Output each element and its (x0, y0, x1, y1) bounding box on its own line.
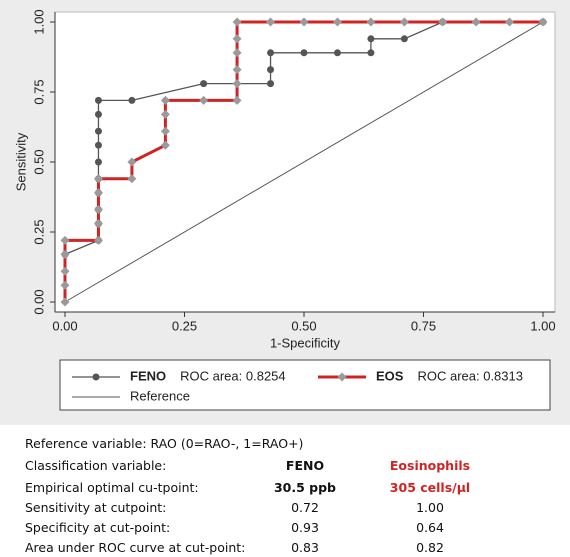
table-row: Specificity at cut-point: 0.93 0.64 (25, 520, 545, 535)
plot-area (54, 11, 556, 313)
table-cell: 0.64 (416, 520, 444, 535)
point (60, 235, 70, 245)
x-tick-label: 0.50 (291, 318, 316, 333)
table-cell: Classification variable: (25, 458, 167, 473)
point (300, 49, 308, 57)
point (94, 96, 102, 104)
table-cell: Area under ROC curve at cut-point: (25, 540, 246, 555)
x-tick-label: 0.00 (52, 318, 77, 333)
point (400, 35, 408, 43)
point (199, 95, 209, 105)
table-cell: 0.82 (416, 540, 444, 555)
y-tick-label: 0.75 (31, 79, 46, 104)
y-tick-label: 0.50 (31, 149, 46, 174)
point (538, 17, 548, 27)
x-tick-label: 1.00 (530, 318, 555, 333)
table-cell: Empirical optimal cu-tpoint: (25, 480, 199, 495)
table-cell: 0.72 (291, 500, 319, 515)
point (232, 79, 242, 89)
table-row: Classification variable: FENO Eosinophils (25, 458, 545, 473)
point (399, 17, 409, 27)
legend-roc-area: ROC area: 0.8313 (417, 368, 523, 383)
point (438, 17, 448, 27)
point (267, 49, 275, 57)
point (232, 17, 242, 27)
table-cell: 0.83 (291, 540, 319, 555)
point (93, 219, 103, 229)
table-cell: Eosinophils (389, 458, 471, 473)
point (267, 80, 275, 88)
chart: 1-Specificity Sensitivity 0.00 0.25 0.50 0.… (0, 0, 570, 425)
point (367, 49, 375, 57)
legend-marker (92, 373, 100, 381)
point (93, 235, 103, 245)
legend-label: FENO (130, 368, 166, 383)
table-cell: Sensitivity at cutpoint: (25, 500, 167, 515)
point (93, 174, 103, 184)
table-cell: Specificity at cut-point: (25, 520, 171, 535)
y-tick-label: 1.00 (31, 9, 46, 34)
point (471, 17, 481, 27)
table-cell: 0.93 (291, 520, 319, 535)
table-row: Reference variable: RAO (0=RAO-, 1=RAO+) (25, 436, 303, 451)
point (94, 110, 102, 118)
legend-roc-area: ROC area: 0.8254 (180, 368, 286, 383)
table-row: Empirical optimal cu-tpoint: 30.5 ppb 305 … (25, 480, 545, 495)
y-tick-label: 0.25 (31, 219, 46, 244)
legend-marker (337, 372, 347, 382)
point (232, 48, 242, 58)
point (160, 140, 170, 150)
point (333, 49, 341, 57)
point (60, 249, 70, 259)
point (367, 35, 375, 43)
point (60, 266, 70, 276)
table-cell: FENO (285, 458, 325, 473)
x-tick-label: 0.75 (411, 318, 436, 333)
point (127, 174, 137, 184)
point (160, 126, 170, 136)
point (94, 158, 102, 166)
legend-label: Reference (130, 388, 190, 403)
point (93, 205, 103, 215)
x-axis-label: 1-Specificity (270, 335, 341, 350)
y-tick-label: 0.00 (31, 289, 46, 314)
legend-label: EOS (376, 368, 404, 383)
point (267, 66, 275, 74)
point (128, 96, 136, 104)
point (299, 17, 309, 27)
table-cell: 30.5 ppb (273, 480, 337, 495)
point (232, 95, 242, 105)
legend (59, 359, 551, 411)
point (60, 280, 70, 290)
point (232, 34, 242, 44)
point (94, 141, 102, 149)
point (232, 65, 242, 75)
point (366, 17, 376, 27)
x-tick-label: 0.25 (172, 318, 197, 333)
point (505, 17, 515, 27)
point (160, 109, 170, 119)
point (160, 95, 170, 105)
table-cell: 305 cells/µl (389, 480, 471, 495)
y-axis-label: Sensitivity (13, 132, 28, 191)
table-cell: 1.00 (416, 500, 444, 515)
point (60, 297, 70, 307)
series-line (64, 21, 544, 303)
point (93, 188, 103, 198)
point (332, 17, 342, 27)
table-row: Area under ROC curve at cut-point: 0.83 0.… (25, 540, 545, 555)
table-cell: Reference variable: RAO (0=RAO-, 1=RAO+) (25, 436, 304, 451)
point (94, 127, 102, 135)
point (127, 157, 137, 167)
table-row: Sensitivity at cutpoint: 0.72 1.00 (25, 500, 545, 515)
point (266, 17, 276, 27)
point (200, 80, 208, 88)
